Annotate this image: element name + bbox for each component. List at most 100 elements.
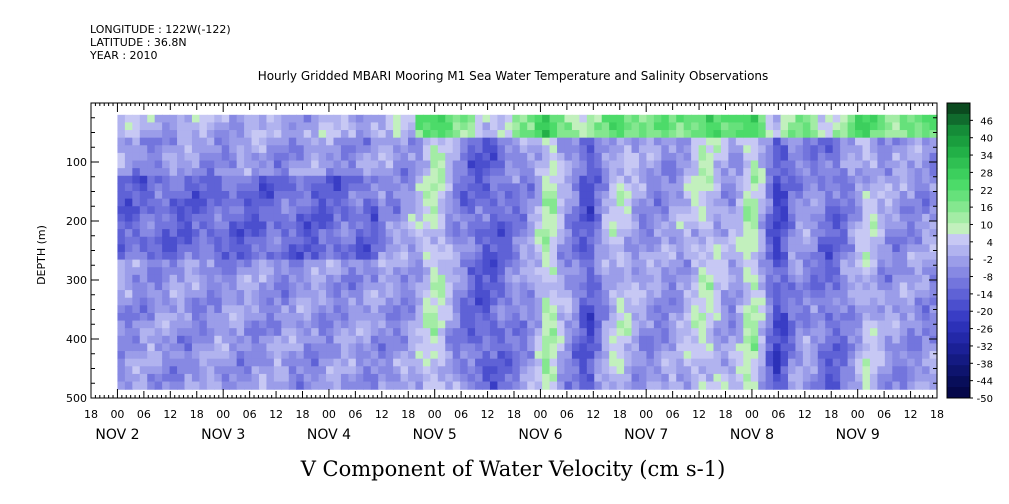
heatmap-cell bbox=[825, 351, 834, 360]
heatmap-cell bbox=[929, 244, 938, 253]
heatmap-cell bbox=[177, 168, 186, 177]
heatmap-cell bbox=[251, 213, 260, 223]
heatmap-cell bbox=[534, 282, 543, 291]
heatmap-cell bbox=[579, 358, 588, 367]
heatmap-cell bbox=[579, 122, 588, 131]
heatmap-cell bbox=[720, 267, 729, 276]
heatmap-cell bbox=[616, 343, 625, 352]
heatmap-cell bbox=[825, 335, 834, 345]
heatmap-cell bbox=[594, 381, 603, 390]
heatmap-cell bbox=[594, 351, 603, 360]
heatmap-cell bbox=[385, 229, 394, 238]
heatmap-cell bbox=[594, 160, 603, 169]
heatmap-cell bbox=[832, 259, 841, 268]
heatmap-cell bbox=[177, 183, 186, 192]
x-hour-label: 06 bbox=[348, 408, 362, 421]
heatmap-cell bbox=[445, 259, 454, 268]
heatmap-cell bbox=[124, 114, 133, 124]
heatmap-cell bbox=[713, 244, 722, 253]
heatmap-cell bbox=[862, 152, 871, 162]
heatmap-cell bbox=[445, 122, 454, 131]
heatmap-cell bbox=[415, 373, 424, 383]
heatmap-cell bbox=[668, 351, 677, 360]
heatmap-cell bbox=[303, 358, 312, 367]
heatmap-cell bbox=[489, 198, 499, 207]
heatmap-cell bbox=[758, 290, 767, 299]
heatmap-cell bbox=[221, 366, 230, 375]
heatmap-cell bbox=[497, 259, 506, 268]
heatmap-cell bbox=[795, 259, 804, 268]
heatmap-cell bbox=[214, 305, 223, 314]
heatmap-cell bbox=[288, 206, 297, 215]
heatmap-cell bbox=[899, 282, 908, 291]
heatmap-cell bbox=[236, 130, 245, 139]
heatmap-cell bbox=[624, 206, 633, 215]
heatmap-cell bbox=[542, 282, 551, 291]
heatmap-cell bbox=[124, 251, 133, 261]
heatmap-cell bbox=[840, 191, 849, 200]
heatmap-cell bbox=[206, 366, 215, 375]
heatmap-cell bbox=[400, 267, 409, 276]
heatmap-cell bbox=[571, 229, 580, 238]
heatmap-cell bbox=[638, 305, 648, 314]
heatmap-cell bbox=[668, 191, 677, 200]
heatmap-cell bbox=[378, 320, 387, 329]
heatmap-cell bbox=[445, 335, 454, 345]
heatmap-cell bbox=[683, 206, 692, 215]
colorbar-swatch bbox=[947, 354, 970, 366]
heatmap-cell bbox=[303, 282, 312, 291]
heatmap-cell bbox=[795, 236, 804, 245]
heatmap-cell bbox=[288, 274, 297, 284]
heatmap-cell bbox=[706, 198, 715, 207]
heatmap-cell bbox=[892, 267, 901, 276]
heatmap-cell bbox=[221, 160, 230, 169]
heatmap-cell bbox=[370, 145, 379, 154]
heatmap-cell bbox=[288, 213, 297, 223]
heatmap-cell bbox=[773, 137, 782, 146]
heatmap-cell bbox=[281, 343, 290, 352]
heatmap-cell bbox=[363, 168, 372, 177]
heatmap-cell bbox=[691, 152, 700, 162]
x-hour-label: 12 bbox=[269, 408, 283, 421]
heatmap-cell bbox=[855, 198, 864, 207]
heatmap-cell bbox=[244, 358, 253, 367]
heatmap-cell bbox=[691, 168, 700, 177]
heatmap-cell bbox=[504, 175, 513, 184]
heatmap-cell bbox=[296, 175, 305, 184]
heatmap-cell bbox=[907, 267, 916, 276]
heatmap-cell bbox=[847, 198, 856, 207]
heatmap-cell bbox=[847, 251, 856, 261]
heatmap-cell bbox=[579, 274, 588, 284]
heatmap-cell bbox=[266, 183, 275, 192]
heatmap-cell bbox=[929, 282, 938, 291]
heatmap-cell bbox=[571, 259, 580, 268]
heatmap-cell bbox=[579, 373, 588, 383]
heatmap-cell bbox=[720, 236, 729, 245]
heatmap-cell bbox=[601, 244, 610, 253]
heatmap-cell bbox=[370, 130, 379, 139]
heatmap-cell bbox=[750, 175, 759, 184]
heatmap-cell bbox=[489, 175, 499, 184]
heatmap-cell bbox=[184, 152, 193, 162]
heatmap-cell bbox=[773, 168, 782, 177]
heatmap-cell bbox=[191, 160, 200, 169]
heatmap-cell bbox=[147, 221, 156, 230]
heatmap-cell bbox=[489, 274, 499, 284]
heatmap-cell bbox=[221, 114, 230, 124]
heatmap-cell bbox=[393, 175, 402, 184]
heatmap-cell bbox=[497, 358, 506, 367]
heatmap-cell bbox=[557, 236, 566, 245]
heatmap-cell bbox=[862, 381, 871, 390]
heatmap-cell bbox=[139, 290, 148, 299]
heatmap-cell bbox=[489, 122, 499, 131]
heatmap-cell bbox=[311, 198, 320, 207]
heatmap-cell bbox=[773, 206, 782, 215]
heatmap-cell bbox=[780, 335, 789, 345]
heatmap-cell bbox=[385, 175, 394, 184]
heatmap-cell bbox=[884, 335, 893, 345]
heatmap-cell bbox=[214, 251, 223, 261]
heatmap-cell bbox=[661, 259, 670, 268]
heatmap-cell bbox=[787, 297, 797, 306]
heatmap-cell bbox=[892, 168, 901, 177]
heatmap-cell bbox=[512, 221, 521, 230]
